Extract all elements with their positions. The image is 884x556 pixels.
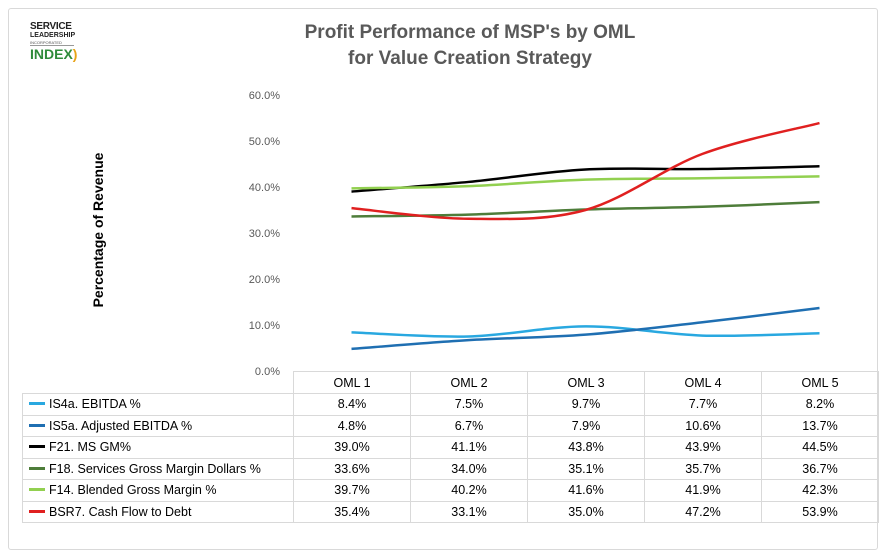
data-label: 44.5%	[761, 436, 879, 459]
data-label: 8.2%	[761, 393, 879, 416]
data-label: 10.6%	[644, 414, 762, 437]
series-name: F21. MS GM%	[49, 440, 131, 455]
data-label: 47.2%	[644, 500, 762, 523]
data-label: 7.9%	[527, 414, 645, 437]
chart-frame	[8, 8, 878, 550]
logo-text: LEADERSHIP	[30, 32, 76, 39]
table-row: F18. Services Gross Margin Dollars % 33.6…	[22, 457, 879, 480]
legend-swatch-icon	[29, 445, 45, 449]
data-label: 40.2%	[410, 479, 528, 502]
series-name: F14. Blended Gross Margin %	[49, 483, 217, 498]
series-name: IS5a. Adjusted EBITDA %	[49, 418, 193, 433]
legend-swatch-icon	[29, 402, 45, 406]
series-line-0	[351, 325, 820, 338]
series-name: BSR7. Cash Flow to Debt	[49, 504, 192, 519]
series-line-5	[351, 121, 820, 221]
category-label: OML 2	[410, 371, 528, 394]
data-label: 41.9%	[644, 479, 762, 502]
data-label: 41.1%	[410, 436, 528, 459]
table-row: F21. MS GM% 39.0% 41.1% 43.8% 43.9% 44.5%	[22, 436, 879, 459]
data-table: OML 1 OML 2 OML 3 OML 4 OML 5 IS4a. EBITDA % 8…	[22, 371, 879, 523]
series-line-2	[351, 165, 820, 193]
data-label: 7.7%	[644, 393, 762, 416]
legend-swatch-icon	[29, 488, 45, 492]
category-label: OML 4	[644, 371, 762, 394]
chart-title-line: for Value Creation Strategy	[348, 48, 592, 69]
legend-entry: F21. MS GM%	[22, 436, 294, 459]
legend-entry: IS4a. EBITDA %	[22, 393, 294, 416]
table-row: IS5a. Adjusted EBITDA % 4.8% 6.7% 7.9% 10.6%…	[22, 414, 879, 437]
data-label: 34.0%	[410, 457, 528, 480]
y-tick-label: 60.0%	[249, 90, 280, 102]
logo-text: INDEX)	[30, 46, 78, 62]
data-label: 35.1%	[527, 457, 645, 480]
data-label: 41.6%	[527, 479, 645, 502]
table-row: BSR7. Cash Flow to Debt 35.4% 33.1% 35.0% 47…	[22, 500, 879, 523]
data-label: 4.8%	[293, 414, 411, 437]
data-label: 13.7%	[761, 414, 879, 437]
y-tick-label: 30.0%	[249, 228, 280, 240]
legend-entry: BSR7. Cash Flow to Debt	[22, 500, 294, 523]
legend-entry: F18. Services Gross Margin Dollars %	[22, 457, 294, 480]
series-line-1	[351, 306, 820, 351]
legend-entry: IS5a. Adjusted EBITDA %	[22, 414, 294, 437]
category-label: OML 5	[761, 371, 879, 394]
legend-swatch-icon	[29, 509, 45, 513]
table-row: IS4a. EBITDA % 8.4% 7.5% 9.7% 7.7% 8.2%	[22, 393, 879, 416]
data-label: 39.7%	[293, 479, 411, 502]
data-label: 35.7%	[644, 457, 762, 480]
data-label: 43.9%	[644, 436, 762, 459]
y-tick-label: 10.0%	[249, 320, 280, 332]
data-label: 53.9%	[761, 500, 879, 523]
chart-title-line: Profit Performance of MSP's by OML	[304, 22, 636, 43]
y-tick-label: 20.0%	[249, 274, 280, 286]
table-corner	[22, 371, 294, 394]
data-label: 9.7%	[527, 393, 645, 416]
data-label: 33.1%	[410, 500, 528, 523]
data-label: 42.3%	[761, 479, 879, 502]
service-leadership-index-logo: SERVICE LEADERSHIP INCORPORATED INDEX)	[30, 22, 100, 72]
data-label: 35.4%	[293, 500, 411, 523]
logo-text: SERVICE	[30, 21, 72, 32]
category-label: OML 3	[527, 371, 645, 394]
data-label: 36.7%	[761, 457, 879, 480]
category-label: OML 1	[293, 371, 411, 394]
y-tick-label: 50.0%	[249, 136, 280, 148]
data-label: 35.0%	[527, 500, 645, 523]
series-name: F18. Services Gross Margin Dollars %	[49, 461, 261, 476]
data-label: 7.5%	[410, 393, 528, 416]
series-name: IS4a. EBITDA %	[49, 397, 141, 412]
data-label: 39.0%	[293, 436, 411, 459]
data-label: 6.7%	[410, 414, 528, 437]
series-line-4	[351, 175, 820, 190]
legend-swatch-icon	[29, 466, 45, 470]
legend-swatch-icon	[29, 423, 45, 427]
y-tick-label: 40.0%	[249, 182, 280, 194]
data-label: 43.8%	[527, 436, 645, 459]
data-label: 8.4%	[293, 393, 411, 416]
chart-title: Profit Performance of MSP's by OML for V…	[250, 20, 690, 72]
logo-text: INCORPORATED	[30, 40, 74, 46]
table-header-row: OML 1 OML 2 OML 3 OML 4 OML 5	[22, 371, 879, 394]
legend-entry: F14. Blended Gross Margin %	[22, 479, 294, 502]
data-label: 33.6%	[293, 457, 411, 480]
table-row: F14. Blended Gross Margin % 39.7% 40.2% 41.…	[22, 479, 879, 502]
